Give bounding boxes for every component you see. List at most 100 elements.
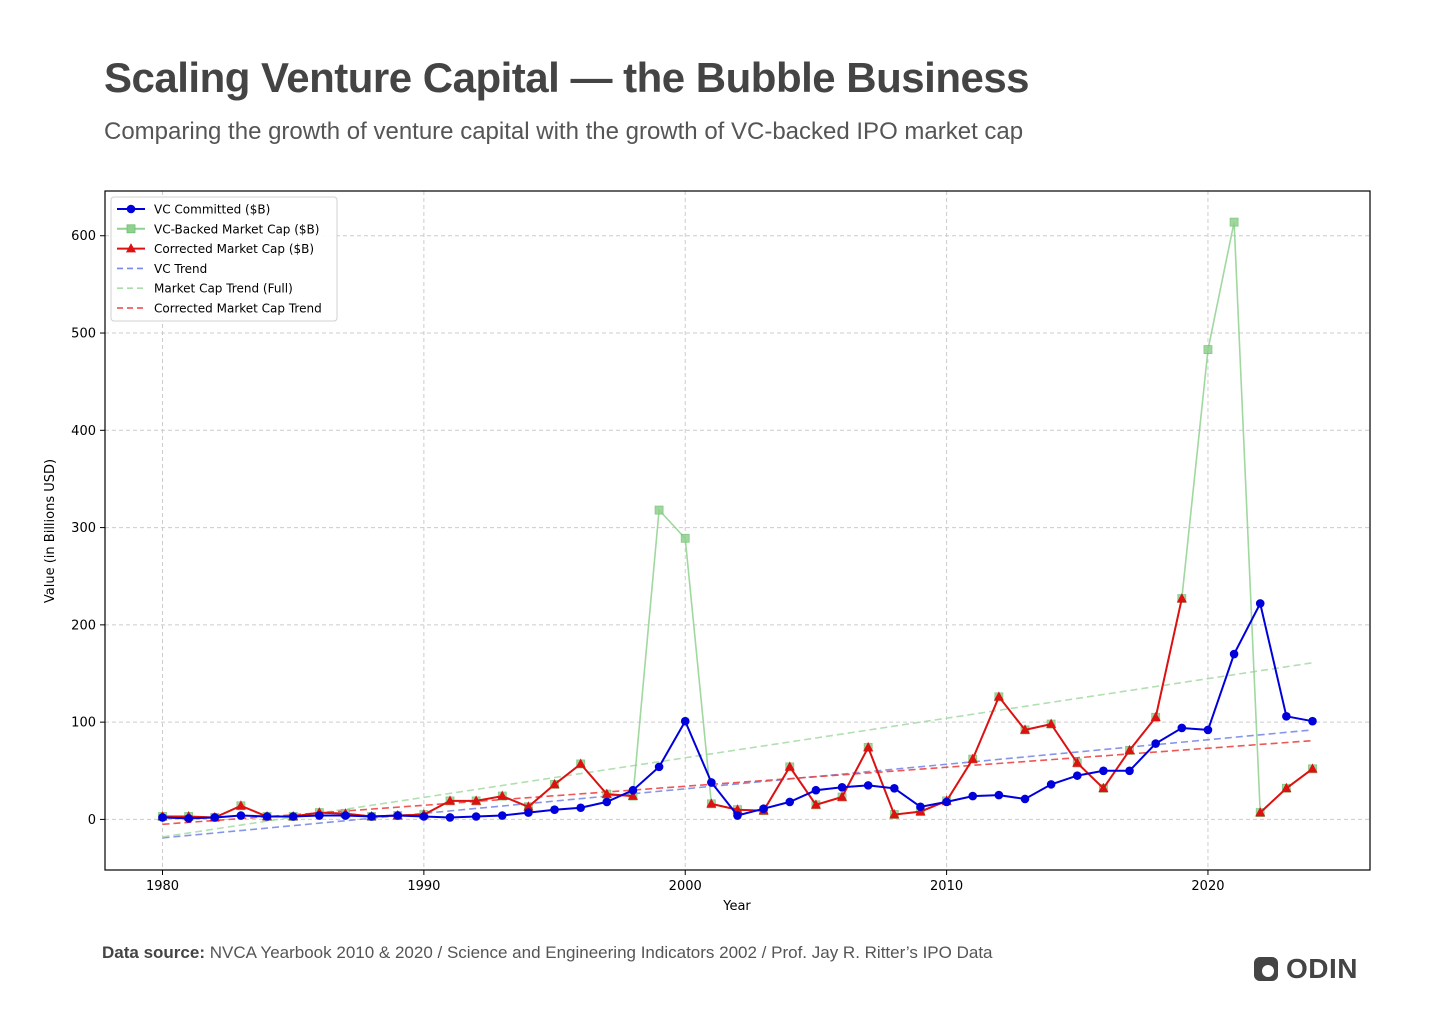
data-point xyxy=(993,691,1004,701)
legend-label: Corrected Market Cap ($B) xyxy=(154,242,314,256)
series-line xyxy=(162,600,1313,820)
data-point xyxy=(1229,217,1239,227)
legend-box xyxy=(110,196,338,322)
data-point xyxy=(863,741,874,752)
data-point xyxy=(1151,739,1160,748)
legend-label: VC Trend xyxy=(154,262,207,276)
data-point xyxy=(262,812,272,821)
data-point xyxy=(1072,757,1083,767)
data-point xyxy=(759,804,768,814)
page-subtitle: Comparing the growth of venture capital … xyxy=(104,118,1024,145)
legend-entry: VC Committed ($B) xyxy=(117,203,270,217)
data-point xyxy=(393,811,403,820)
legend-entry: VC Trend xyxy=(117,262,207,276)
data-point xyxy=(1203,725,1213,735)
legend-entry: VC-Backed Market Cap ($B) xyxy=(117,222,319,236)
trend-line xyxy=(162,729,1313,839)
data-source-note: Data source: NVCA Yearbook 2010 & 2020 /… xyxy=(102,943,993,963)
data-point xyxy=(471,795,482,805)
data-point xyxy=(235,800,246,810)
data-point xyxy=(1020,724,1030,734)
legend-label: Corrected Market Cap Trend xyxy=(154,302,322,316)
page-title: Scaling Venture Capital — the Bubble Bus… xyxy=(104,54,1030,101)
data-series xyxy=(157,217,1318,823)
data-point xyxy=(236,811,246,820)
data-point xyxy=(942,797,951,807)
data-point xyxy=(1124,744,1135,755)
data-point xyxy=(1098,782,1109,793)
y-tick-label: 200 xyxy=(71,618,96,633)
data-point xyxy=(628,785,638,795)
x-tick-label: 2010 xyxy=(930,879,963,894)
data-point xyxy=(523,801,534,811)
data-point xyxy=(837,783,847,792)
data-point xyxy=(863,781,873,790)
y-tick-label: 400 xyxy=(71,424,96,439)
legend: VC Committed ($B) VC-Backed Market Cap ($… xyxy=(110,196,338,322)
x-tick-label: 2000 xyxy=(669,879,702,894)
data-source-label: Data source: xyxy=(102,943,205,962)
data-point xyxy=(810,799,821,809)
data-point xyxy=(184,814,193,823)
data-point xyxy=(654,505,664,515)
data-point xyxy=(890,783,899,793)
data-point xyxy=(968,791,978,801)
x-tick-label: 2020 xyxy=(1191,879,1224,894)
data-point xyxy=(733,811,742,820)
data-point xyxy=(367,812,376,821)
data-point xyxy=(1255,599,1265,608)
data-point xyxy=(158,813,167,822)
y-tick-label: 500 xyxy=(71,327,96,342)
y-tick-label: 100 xyxy=(71,716,96,731)
brand-logo: ODIN xyxy=(1254,953,1358,985)
data-point xyxy=(1150,711,1161,722)
data-point xyxy=(315,811,324,820)
data-point xyxy=(811,785,821,795)
legend-label: VC-Backed Market Cap ($B) xyxy=(154,222,319,236)
data-point xyxy=(602,797,612,807)
data-point xyxy=(1020,794,1030,804)
data-point xyxy=(524,808,533,817)
data-point xyxy=(994,790,1004,800)
data-point xyxy=(1177,723,1187,733)
y-axis-label: Value (in Billions USD) xyxy=(43,459,58,603)
y-tick-label: 600 xyxy=(71,229,96,244)
data-point xyxy=(1125,766,1134,776)
series-vc xyxy=(158,599,1317,823)
data-point xyxy=(1255,807,1266,817)
data-point xyxy=(601,788,612,798)
data-point xyxy=(575,758,586,768)
data-point xyxy=(341,811,350,820)
x-tick-label: 1980 xyxy=(146,879,179,894)
odin-logo-icon xyxy=(1254,957,1278,981)
data-point xyxy=(497,811,507,820)
data-point xyxy=(627,790,638,800)
data-point xyxy=(445,795,455,805)
trend-line xyxy=(162,739,1313,826)
data-point xyxy=(549,778,560,789)
series-corrected xyxy=(157,593,1318,822)
data-point xyxy=(1046,780,1056,789)
legend-marker xyxy=(126,243,136,253)
data-point xyxy=(680,716,690,726)
data-source-text: NVCA Yearbook 2010 & 2020 / Science and … xyxy=(209,943,993,962)
data-point xyxy=(784,761,795,771)
data-point xyxy=(288,812,298,821)
data-point xyxy=(576,803,585,813)
data-point xyxy=(680,533,690,543)
data-point xyxy=(419,812,429,821)
data-point xyxy=(707,778,716,787)
legend-entry: Corrected Market Cap ($B) xyxy=(117,242,314,256)
y-tick-label: 300 xyxy=(71,521,96,536)
data-point xyxy=(1229,649,1239,659)
legend-entry: Market Cap Trend (Full) xyxy=(117,282,293,296)
data-point xyxy=(837,791,848,801)
data-point xyxy=(1282,712,1291,721)
data-point xyxy=(1099,766,1108,776)
brand-name: ODIN xyxy=(1286,953,1358,984)
data-point xyxy=(654,762,664,772)
data-point xyxy=(1281,782,1292,793)
data-point xyxy=(1176,593,1187,603)
data-point xyxy=(1203,345,1213,354)
